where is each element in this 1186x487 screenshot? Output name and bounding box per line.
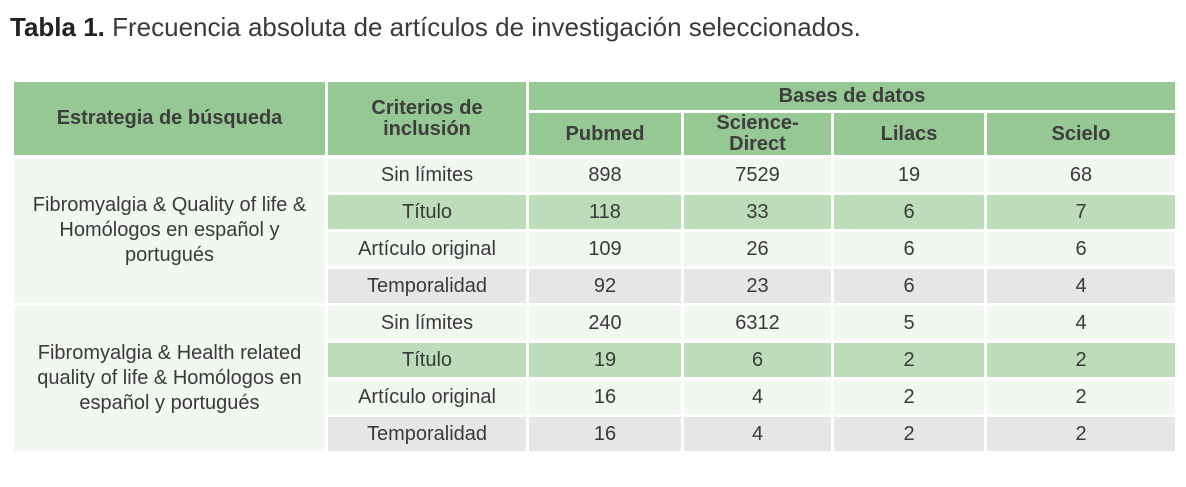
table-row: Título 118 33 6 7 xyxy=(14,195,1175,229)
strategy-cell: Fibromyalgia & Health related quality of… xyxy=(14,306,325,451)
scielo-cell: 4 xyxy=(987,269,1175,303)
criterion-cell: Título xyxy=(328,195,526,229)
pubmed-cell: 16 xyxy=(529,417,681,451)
strategy-cell: Fibromyalgia & Quality of life & Homólog… xyxy=(14,158,325,303)
lilacs-cell: 2 xyxy=(834,343,984,377)
lilacs-cell: 2 xyxy=(834,417,984,451)
table-row: Temporalidad 16 4 2 2 xyxy=(14,417,1175,451)
criterion-cell: Sin límites xyxy=(328,306,526,340)
criterion-cell: Artículo original xyxy=(328,380,526,414)
scielo-cell: 2 xyxy=(987,343,1175,377)
science-direct-cell: 4 xyxy=(684,417,831,451)
criterion-cell: Temporalidad xyxy=(328,269,526,303)
pubmed-cell: 109 xyxy=(529,232,681,266)
pubmed-cell: 240 xyxy=(529,306,681,340)
header-science-direct: Science-Direct xyxy=(684,113,831,155)
pubmed-cell: 16 xyxy=(529,380,681,414)
header-criteria: Criterios de inclusión xyxy=(328,82,526,155)
scielo-cell: 6 xyxy=(987,232,1175,266)
pubmed-cell: 898 xyxy=(529,158,681,192)
table-row: Artículo original 109 26 6 6 xyxy=(14,232,1175,266)
criterion-cell: Artículo original xyxy=(328,232,526,266)
scielo-cell: 2 xyxy=(987,417,1175,451)
science-direct-cell: 26 xyxy=(684,232,831,266)
science-direct-cell: 33 xyxy=(684,195,831,229)
criterion-cell: Título xyxy=(328,343,526,377)
science-direct-cell: 7529 xyxy=(684,158,831,192)
science-direct-cell: 6312 xyxy=(684,306,831,340)
pubmed-cell: 118 xyxy=(529,195,681,229)
scielo-cell: 7 xyxy=(987,195,1175,229)
frequency-table: Estrategia de búsqueda Criterios de incl… xyxy=(11,79,1178,454)
table-row: Temporalidad 92 23 6 4 xyxy=(14,269,1175,303)
lilacs-cell: 6 xyxy=(834,195,984,229)
scielo-cell: 68 xyxy=(987,158,1175,192)
science-direct-cell: 6 xyxy=(684,343,831,377)
header-databases: Bases de datos xyxy=(529,82,1175,110)
criterion-cell: Temporalidad xyxy=(328,417,526,451)
science-direct-cell: 4 xyxy=(684,380,831,414)
caption-text: Frecuencia absoluta de artículos de inve… xyxy=(112,12,861,42)
header-scielo: Scielo xyxy=(987,113,1175,155)
table-row: Artículo original 16 4 2 2 xyxy=(14,380,1175,414)
lilacs-cell: 6 xyxy=(834,269,984,303)
lilacs-cell: 19 xyxy=(834,158,984,192)
scielo-cell: 2 xyxy=(987,380,1175,414)
scielo-cell: 4 xyxy=(987,306,1175,340)
header-strategy: Estrategia de búsqueda xyxy=(14,82,325,155)
header-lilacs: Lilacs xyxy=(834,113,984,155)
lilacs-cell: 5 xyxy=(834,306,984,340)
table-row: Fibromyalgia & Quality of life & Homólog… xyxy=(14,158,1175,303)
header-pubmed: Pubmed xyxy=(529,113,681,155)
caption-label: Tabla 1. xyxy=(10,12,105,42)
science-direct-cell: 23 xyxy=(684,269,831,303)
pubmed-cell: 19 xyxy=(529,343,681,377)
table-row: Fibromyalgia & Health related quality of… xyxy=(14,306,1175,451)
lilacs-cell: 6 xyxy=(834,232,984,266)
criterion-cell: Sin límites xyxy=(328,158,526,192)
lilacs-cell: 2 xyxy=(834,380,984,414)
table-caption: Tabla 1. Frecuencia absoluta de artículo… xyxy=(10,10,861,44)
table-row: Título 19 6 2 2 xyxy=(14,343,1175,377)
pubmed-cell: 92 xyxy=(529,269,681,303)
